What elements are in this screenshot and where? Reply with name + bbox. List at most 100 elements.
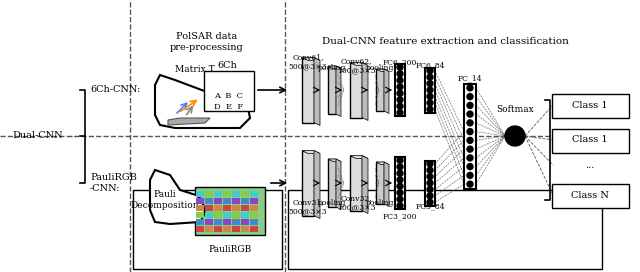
Text: PolSAR data
pre-processing: PolSAR data pre-processing: [170, 32, 244, 52]
Text: Softmax: Softmax: [496, 106, 534, 115]
FancyBboxPatch shape: [196, 198, 204, 204]
FancyBboxPatch shape: [214, 191, 222, 197]
FancyBboxPatch shape: [133, 190, 282, 269]
Polygon shape: [328, 159, 341, 162]
FancyBboxPatch shape: [196, 191, 204, 197]
FancyBboxPatch shape: [241, 198, 249, 204]
FancyBboxPatch shape: [241, 191, 249, 197]
FancyBboxPatch shape: [196, 219, 204, 225]
Circle shape: [467, 94, 473, 100]
Text: Conv61,
500@3×3: Conv61, 500@3×3: [289, 53, 327, 70]
FancyBboxPatch shape: [205, 191, 213, 197]
Circle shape: [427, 199, 433, 205]
Text: Matrix T: Matrix T: [175, 66, 215, 75]
Circle shape: [467, 120, 473, 126]
Polygon shape: [150, 170, 205, 224]
FancyBboxPatch shape: [214, 198, 222, 204]
FancyBboxPatch shape: [223, 226, 231, 232]
Text: PauliRGB
-CNN:: PauliRGB -CNN:: [90, 173, 137, 193]
Polygon shape: [336, 159, 341, 209]
Text: Dual-CNN feature extraction and classification: Dual-CNN feature extraction and classifi…: [321, 38, 568, 47]
Circle shape: [397, 84, 403, 90]
FancyBboxPatch shape: [395, 64, 405, 116]
FancyBboxPatch shape: [552, 94, 629, 118]
Text: Pauli
Decomposition: Pauli Decomposition: [131, 190, 199, 210]
Circle shape: [427, 167, 433, 173]
Text: FC6_84: FC6_84: [415, 61, 445, 69]
Circle shape: [427, 106, 433, 112]
FancyBboxPatch shape: [205, 219, 213, 225]
Text: FC3_200: FC3_200: [383, 212, 417, 220]
FancyBboxPatch shape: [214, 226, 222, 232]
Circle shape: [467, 164, 473, 170]
Circle shape: [467, 155, 473, 161]
Circle shape: [397, 64, 403, 70]
Circle shape: [427, 93, 433, 100]
FancyBboxPatch shape: [328, 66, 336, 114]
Circle shape: [397, 177, 403, 183]
FancyBboxPatch shape: [205, 205, 213, 211]
Circle shape: [467, 85, 473, 91]
FancyBboxPatch shape: [464, 84, 476, 188]
Text: Conv62,
100@3×3: Conv62, 100@3×3: [337, 57, 375, 74]
Polygon shape: [362, 63, 368, 120]
Polygon shape: [314, 57, 320, 125]
FancyBboxPatch shape: [205, 226, 213, 232]
FancyBboxPatch shape: [250, 191, 258, 197]
FancyBboxPatch shape: [250, 226, 258, 232]
Circle shape: [427, 174, 433, 180]
FancyBboxPatch shape: [223, 198, 231, 204]
Circle shape: [397, 196, 403, 202]
Circle shape: [427, 68, 433, 74]
FancyBboxPatch shape: [223, 191, 231, 197]
Polygon shape: [376, 162, 389, 165]
Text: D  E  F: D E F: [214, 103, 244, 111]
Polygon shape: [350, 63, 368, 66]
FancyBboxPatch shape: [223, 219, 231, 225]
FancyBboxPatch shape: [223, 205, 231, 211]
Polygon shape: [384, 69, 389, 113]
Circle shape: [427, 193, 433, 199]
Circle shape: [467, 137, 473, 143]
FancyBboxPatch shape: [552, 184, 629, 208]
FancyBboxPatch shape: [232, 226, 240, 232]
Circle shape: [467, 111, 473, 117]
Circle shape: [397, 71, 403, 77]
Text: 6Ch: 6Ch: [217, 60, 237, 70]
FancyBboxPatch shape: [250, 219, 258, 225]
FancyBboxPatch shape: [205, 212, 213, 218]
Polygon shape: [302, 150, 320, 153]
Circle shape: [397, 97, 403, 103]
FancyBboxPatch shape: [204, 71, 254, 111]
Text: Dual-CNN: Dual-CNN: [12, 131, 63, 141]
Circle shape: [397, 110, 403, 116]
Polygon shape: [314, 150, 320, 218]
Polygon shape: [155, 75, 250, 128]
Circle shape: [397, 183, 403, 189]
Circle shape: [467, 102, 473, 108]
Circle shape: [427, 186, 433, 192]
FancyBboxPatch shape: [232, 205, 240, 211]
Circle shape: [467, 181, 473, 187]
FancyBboxPatch shape: [350, 156, 362, 211]
Text: FC3_84: FC3_84: [415, 202, 445, 210]
Polygon shape: [336, 66, 341, 116]
Text: Class 1: Class 1: [572, 135, 608, 144]
FancyBboxPatch shape: [196, 226, 204, 232]
FancyBboxPatch shape: [302, 150, 314, 215]
Circle shape: [397, 77, 403, 83]
Polygon shape: [328, 66, 341, 69]
Circle shape: [397, 157, 403, 163]
FancyBboxPatch shape: [223, 212, 231, 218]
Circle shape: [505, 126, 525, 146]
FancyBboxPatch shape: [350, 63, 362, 118]
Text: Conv32,
100@3×3: Conv32, 100@3×3: [337, 194, 375, 211]
FancyBboxPatch shape: [376, 69, 384, 111]
Polygon shape: [376, 69, 389, 72]
FancyBboxPatch shape: [195, 187, 265, 235]
Polygon shape: [168, 118, 210, 125]
FancyBboxPatch shape: [328, 159, 336, 207]
FancyBboxPatch shape: [250, 205, 258, 211]
Polygon shape: [384, 162, 389, 206]
Text: Class N: Class N: [571, 190, 609, 199]
